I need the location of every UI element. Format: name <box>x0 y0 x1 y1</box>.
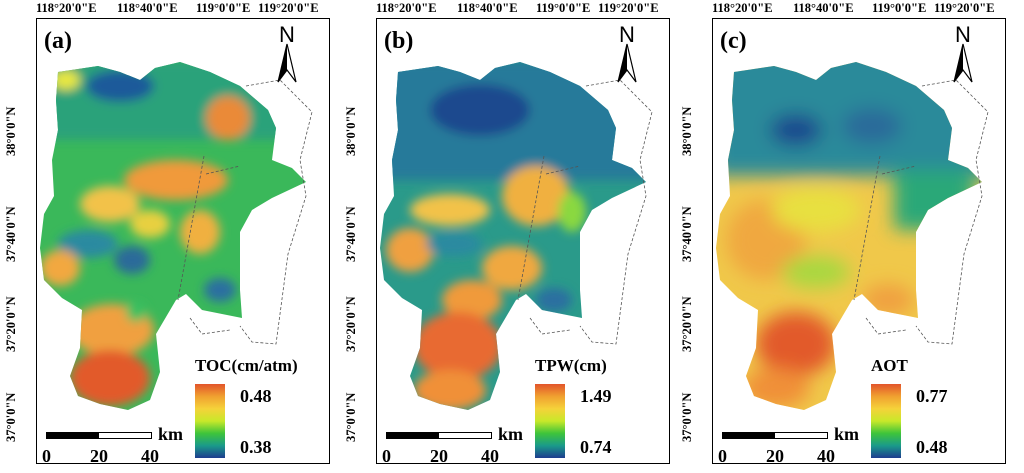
lat-label-4: 37°0'0"N <box>680 392 694 442</box>
scale-bar <box>722 432 828 439</box>
panel-label: (c) <box>720 28 747 54</box>
scale-tick-20: 20 <box>766 446 784 466</box>
legend-title: TPW(cm) <box>535 356 607 375</box>
legend-color-ramp <box>535 384 565 458</box>
lat-label-4: 37°0'0"N <box>4 392 18 442</box>
scale-tick-0: 0 <box>382 446 391 466</box>
lon-label-4: 119°20'0"E <box>258 1 319 15</box>
scale-bar <box>386 432 492 439</box>
lon-label-2: 118°40'0"E <box>793 1 854 15</box>
lat-label-3: 37°20'0"N <box>4 296 18 352</box>
legend-title: TOC(cm/atm) <box>195 356 298 375</box>
lat-label-3: 37°20'0"N <box>344 296 358 352</box>
lon-label-4: 119°20'0"E <box>598 1 659 15</box>
aot-map <box>716 62 989 410</box>
lat-label-2: 37°40'0"N <box>680 206 694 262</box>
scale-tick-0: 0 <box>718 446 727 466</box>
legend-max: 0.48 <box>240 386 272 406</box>
legend-title: AOT <box>871 356 908 375</box>
north-arrow-icon: N <box>264 22 310 90</box>
panel-c: 118°20'0"E 118°40'0"E 119°0'0"E 119°20'0… <box>676 0 1014 473</box>
lon-label-3: 119°0'0"E <box>872 1 927 15</box>
lon-label-1: 118°20'0"E <box>36 1 97 15</box>
scale-tick-40: 40 <box>141 446 159 466</box>
north-arrow-icon: N <box>940 22 986 90</box>
legend-color-ramp <box>871 384 901 458</box>
scale-tick-20: 20 <box>90 446 108 466</box>
toc-map <box>40 62 313 410</box>
panel-a: 118°20'0"E 118°40'0"E 119°0'0"E 119°20'0… <box>0 0 338 473</box>
north-arrow-icon: N <box>604 22 650 90</box>
scale-tick-20: 20 <box>430 446 448 466</box>
scale-tick-40: 40 <box>481 446 499 466</box>
lat-label-2: 37°40'0"N <box>4 206 18 262</box>
legend-min: 0.38 <box>240 437 272 457</box>
lon-label-1: 118°20'0"E <box>712 1 773 15</box>
lat-label-3: 37°20'0"N <box>680 296 694 352</box>
north-letter: N <box>955 22 971 47</box>
lon-label-3: 119°0'0"E <box>536 1 591 15</box>
lat-label-2: 37°40'0"N <box>344 206 358 262</box>
north-letter: N <box>279 22 295 47</box>
scale-tick-0: 0 <box>42 446 51 466</box>
lat-label-4: 37°0'0"N <box>344 392 358 442</box>
scale-tick-40: 40 <box>817 446 835 466</box>
scale-unit: km <box>498 424 524 444</box>
lon-label-2: 118°40'0"E <box>457 1 518 15</box>
north-letter: N <box>619 22 635 47</box>
scale-bar <box>46 432 152 439</box>
panel-label: (b) <box>384 28 414 54</box>
scale-unit: km <box>158 424 184 444</box>
lon-label-3: 119°0'0"E <box>196 1 251 15</box>
panel-label: (a) <box>44 28 72 54</box>
tpw-map <box>380 62 653 410</box>
scale-unit: km <box>834 424 860 444</box>
legend-max: 1.49 <box>580 386 612 406</box>
lon-label-4: 119°20'0"E <box>934 1 995 15</box>
lon-label-1: 118°20'0"E <box>376 1 437 15</box>
legend-max: 0.77 <box>916 386 948 406</box>
legend-min: 0.74 <box>580 437 612 457</box>
panel-b: 118°20'0"E 118°40'0"E 119°0'0"E 119°20'0… <box>340 0 678 473</box>
legend-color-ramp <box>195 384 225 458</box>
lat-label-1: 38°0'0"N <box>344 106 358 156</box>
legend-min: 0.48 <box>916 437 948 457</box>
lat-label-1: 38°0'0"N <box>680 106 694 156</box>
lon-label-2: 118°40'0"E <box>117 1 178 15</box>
lat-label-1: 38°0'0"N <box>4 106 18 156</box>
